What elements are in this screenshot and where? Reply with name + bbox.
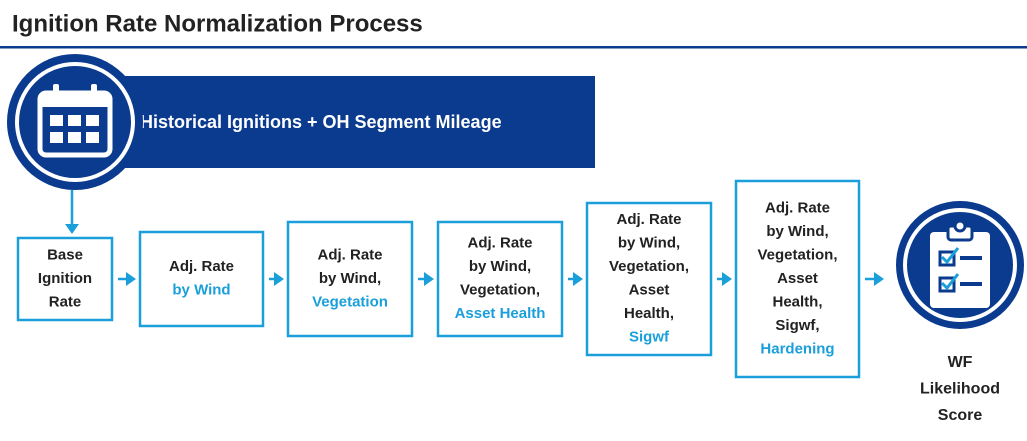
box-text: Asset xyxy=(629,282,670,299)
box-text: Asset xyxy=(777,270,818,287)
box-text: Adj. Rate xyxy=(467,235,532,252)
box-text: by Wind, xyxy=(618,235,680,252)
down-arrow xyxy=(65,190,79,234)
box-text: Adj. Rate xyxy=(616,211,681,228)
box-text: Base xyxy=(47,246,83,263)
title: Ignition Rate Normalization Process xyxy=(12,10,423,37)
process-box xyxy=(16,236,114,322)
arrow-head xyxy=(126,272,136,286)
arrow-head xyxy=(874,272,884,286)
box-text: Vegetation, xyxy=(609,258,689,275)
box-text: Vegetation, xyxy=(757,246,837,263)
arrow-head xyxy=(722,272,732,286)
box-text: Vegetation, xyxy=(460,282,540,299)
box-text: Adj. Rate xyxy=(169,258,234,275)
process-box xyxy=(734,179,861,379)
box-text: Adj. Rate xyxy=(317,246,382,263)
box-text: Health, xyxy=(624,305,674,322)
box-text: Vegetation xyxy=(312,293,388,310)
title-rule xyxy=(0,46,1027,49)
calendar-icon xyxy=(7,54,143,190)
box-text: Sigwf, xyxy=(775,317,819,334)
process-box xyxy=(585,201,713,357)
box-text: Adj. Rate xyxy=(765,199,830,216)
banner xyxy=(60,76,595,168)
box-text: by Wind, xyxy=(766,223,828,240)
banner-text: Historical Ignitions + OH Segment Mileag… xyxy=(140,112,502,132)
clipboard-icon xyxy=(896,201,1024,329)
process-box xyxy=(286,220,414,338)
box-text: by Wind, xyxy=(469,258,531,275)
box-text: by Wind xyxy=(172,282,230,299)
box-text: Rate xyxy=(49,293,82,310)
arrow-head xyxy=(274,272,284,286)
box-text: Sigwf xyxy=(629,329,670,346)
box-text: Ignition xyxy=(38,270,92,287)
process-box xyxy=(436,220,564,338)
arrow-head xyxy=(424,272,434,286)
box-text: Hardening xyxy=(760,340,834,357)
box-text: Health, xyxy=(772,293,822,310)
result-text: WF xyxy=(948,354,973,371)
box-text: by Wind, xyxy=(319,270,381,287)
result-text: Score xyxy=(938,407,983,424)
process-box xyxy=(138,230,265,328)
arrow-head xyxy=(573,272,583,286)
box-text: Asset Health xyxy=(455,305,546,322)
result-text: Likelihood xyxy=(920,381,1000,398)
